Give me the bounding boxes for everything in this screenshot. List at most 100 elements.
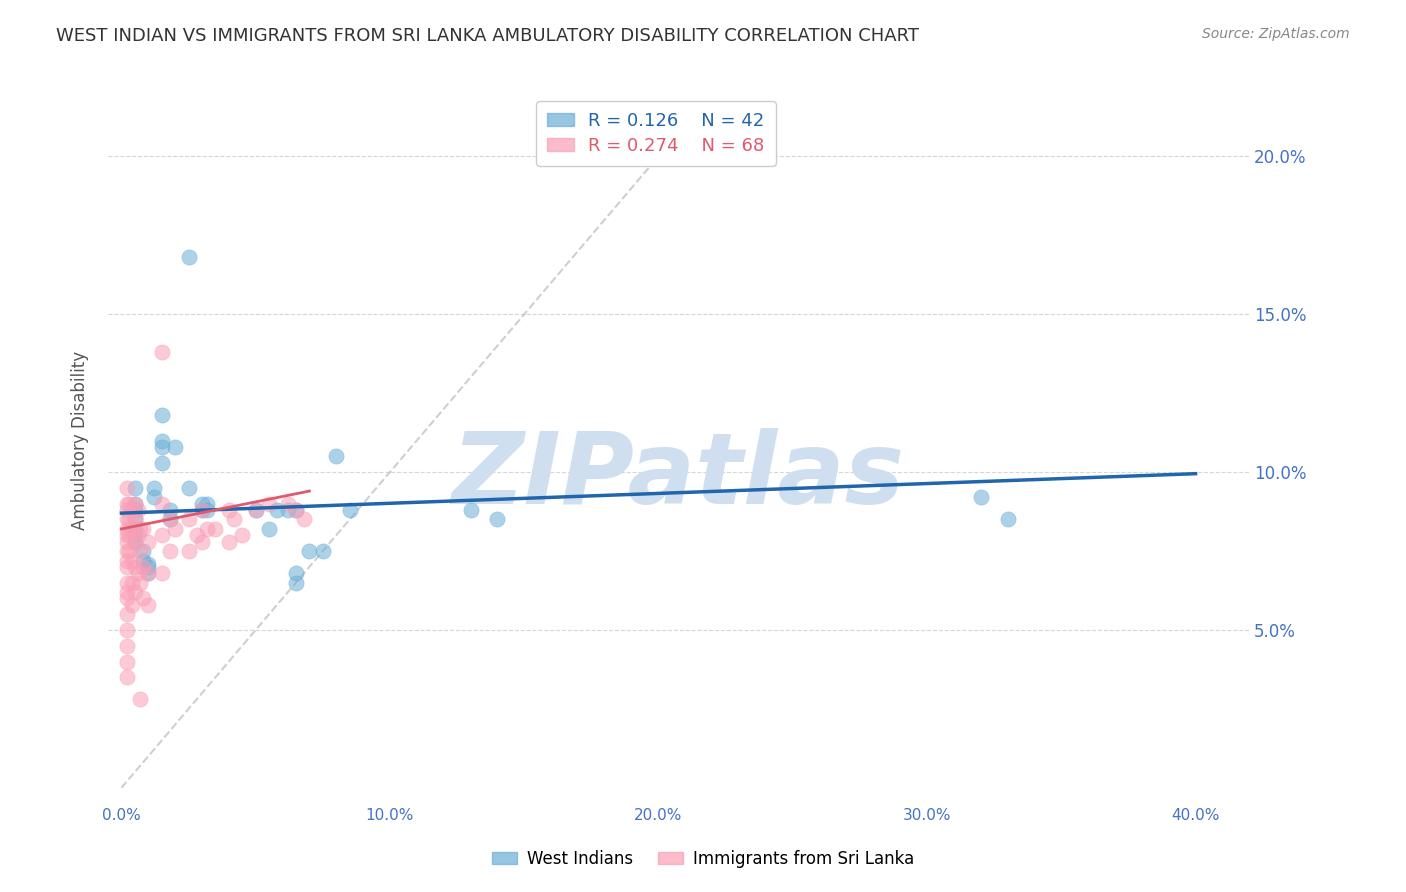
Point <box>292 512 315 526</box>
Text: WEST INDIAN VS IMMIGRANTS FROM SRI LANKA AMBULATORY DISABILITY CORRELATION CHART: WEST INDIAN VS IMMIGRANTS FROM SRI LANKA… <box>56 27 920 45</box>
Point <box>486 512 509 526</box>
Point <box>115 503 138 517</box>
Point <box>177 544 200 558</box>
Point <box>127 566 149 581</box>
Point <box>150 345 173 359</box>
Point <box>177 512 200 526</box>
Point <box>115 639 138 653</box>
Point <box>150 497 173 511</box>
Point <box>159 503 181 517</box>
Point <box>159 512 181 526</box>
Point <box>218 503 240 517</box>
Point <box>195 522 218 536</box>
Point <box>129 692 152 706</box>
Point <box>121 503 143 517</box>
Point <box>132 553 155 567</box>
Point <box>127 503 149 517</box>
Point <box>115 534 138 549</box>
Point <box>159 544 181 558</box>
Point <box>266 503 288 517</box>
Point <box>115 512 138 526</box>
Point <box>285 503 308 517</box>
Point <box>136 557 159 571</box>
Point <box>129 575 152 590</box>
Point <box>118 544 141 558</box>
Legend: R = 0.126    N = 42, R = 0.274    N = 68: R = 0.126 N = 42, R = 0.274 N = 68 <box>536 101 776 166</box>
Point <box>460 503 482 517</box>
Point <box>150 456 173 470</box>
Text: ZIPatlas: ZIPatlas <box>453 428 905 525</box>
Point <box>115 528 138 542</box>
Point <box>150 440 173 454</box>
Point <box>124 503 146 517</box>
Point <box>136 566 159 581</box>
Point <box>129 544 152 558</box>
Point <box>231 528 253 542</box>
Point <box>124 528 146 542</box>
Point <box>136 566 159 581</box>
Point <box>115 585 138 599</box>
Point <box>132 544 155 558</box>
Point <box>257 497 280 511</box>
Point <box>115 522 138 536</box>
Point <box>121 598 143 612</box>
Point <box>277 503 299 517</box>
Point <box>285 503 308 517</box>
Point <box>132 559 155 574</box>
Point <box>124 522 146 536</box>
Point <box>129 522 152 536</box>
Point <box>186 528 208 542</box>
Point <box>115 670 138 684</box>
Point <box>121 575 143 590</box>
Point <box>115 607 138 622</box>
Point <box>115 575 138 590</box>
Point <box>257 522 280 536</box>
Point <box>204 522 226 536</box>
Point <box>150 434 173 448</box>
Point <box>124 512 146 526</box>
Point <box>118 528 141 542</box>
Point <box>195 497 218 511</box>
Point <box>124 534 146 549</box>
Point <box>124 512 146 526</box>
Point <box>191 534 214 549</box>
Point <box>159 512 181 526</box>
Point <box>115 481 138 495</box>
Point <box>150 566 173 581</box>
Y-axis label: Ambulatory Disability: Ambulatory Disability <box>72 351 89 530</box>
Legend: West Indians, Immigrants from Sri Lanka: West Indians, Immigrants from Sri Lanka <box>485 844 921 875</box>
Point <box>177 251 200 265</box>
Point <box>970 491 993 505</box>
Point <box>224 512 246 526</box>
Point <box>245 503 267 517</box>
Point <box>115 497 138 511</box>
Point <box>136 559 159 574</box>
Point <box>997 512 1019 526</box>
Point <box>218 534 240 549</box>
Point <box>177 481 200 495</box>
Point <box>124 585 146 599</box>
Point <box>142 491 165 505</box>
Point <box>165 522 187 536</box>
Point <box>150 409 173 423</box>
Point <box>118 497 141 511</box>
Point <box>115 591 138 606</box>
Point <box>195 503 218 517</box>
Point <box>312 544 335 558</box>
Point <box>124 534 146 549</box>
Point <box>277 497 299 511</box>
Point <box>245 503 267 517</box>
Point <box>339 503 361 517</box>
Point <box>191 503 214 517</box>
Point <box>121 522 143 536</box>
Point <box>132 591 155 606</box>
Point <box>115 553 138 567</box>
Point <box>191 503 214 517</box>
Point <box>165 440 187 454</box>
Point <box>118 512 141 526</box>
Point <box>285 575 308 590</box>
Point <box>121 553 143 567</box>
Point <box>124 497 146 511</box>
Text: Source: ZipAtlas.com: Source: ZipAtlas.com <box>1202 27 1350 41</box>
Point <box>127 528 149 542</box>
